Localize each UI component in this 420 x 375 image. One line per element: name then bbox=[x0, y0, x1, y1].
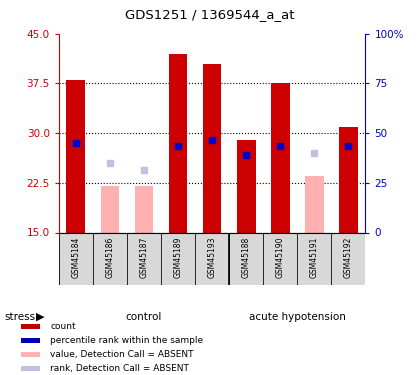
Text: count: count bbox=[50, 322, 76, 331]
Text: GSM45190: GSM45190 bbox=[276, 237, 285, 279]
Bar bbox=[21, 366, 40, 371]
Bar bbox=[59, 232, 93, 285]
Bar bbox=[21, 324, 40, 329]
Text: value, Detection Call = ABSENT: value, Detection Call = ABSENT bbox=[50, 350, 194, 359]
Bar bbox=[271, 84, 290, 232]
Text: GSM45192: GSM45192 bbox=[344, 237, 353, 278]
Text: GSM45186: GSM45186 bbox=[105, 237, 114, 278]
Bar bbox=[161, 232, 195, 285]
Text: rank, Detection Call = ABSENT: rank, Detection Call = ABSENT bbox=[50, 364, 189, 373]
Text: GSM45189: GSM45189 bbox=[173, 237, 183, 278]
Text: GSM45184: GSM45184 bbox=[71, 237, 80, 278]
Bar bbox=[169, 54, 187, 232]
Text: GSM45191: GSM45191 bbox=[310, 237, 319, 278]
Text: GSM45188: GSM45188 bbox=[241, 237, 251, 278]
Bar bbox=[100, 186, 119, 232]
Bar bbox=[93, 232, 127, 285]
Bar bbox=[305, 176, 324, 232]
Bar bbox=[331, 232, 365, 285]
Text: GSM45193: GSM45193 bbox=[207, 237, 217, 279]
Bar bbox=[21, 338, 40, 343]
Text: ▶: ▶ bbox=[36, 312, 44, 322]
Bar bbox=[21, 352, 40, 357]
Text: control: control bbox=[126, 312, 162, 322]
Bar bbox=[297, 232, 331, 285]
Bar bbox=[66, 80, 85, 232]
Bar bbox=[127, 232, 161, 285]
Bar bbox=[237, 140, 255, 232]
Bar bbox=[229, 232, 263, 285]
Bar bbox=[263, 232, 297, 285]
Text: percentile rank within the sample: percentile rank within the sample bbox=[50, 336, 204, 345]
Text: acute hypotension: acute hypotension bbox=[249, 312, 346, 322]
Bar bbox=[195, 232, 229, 285]
Bar bbox=[339, 126, 358, 232]
Bar bbox=[203, 63, 221, 232]
Bar bbox=[134, 186, 153, 232]
Text: GDS1251 / 1369544_a_at: GDS1251 / 1369544_a_at bbox=[125, 8, 295, 21]
Text: GSM45187: GSM45187 bbox=[139, 237, 148, 278]
Text: stress: stress bbox=[4, 312, 35, 322]
